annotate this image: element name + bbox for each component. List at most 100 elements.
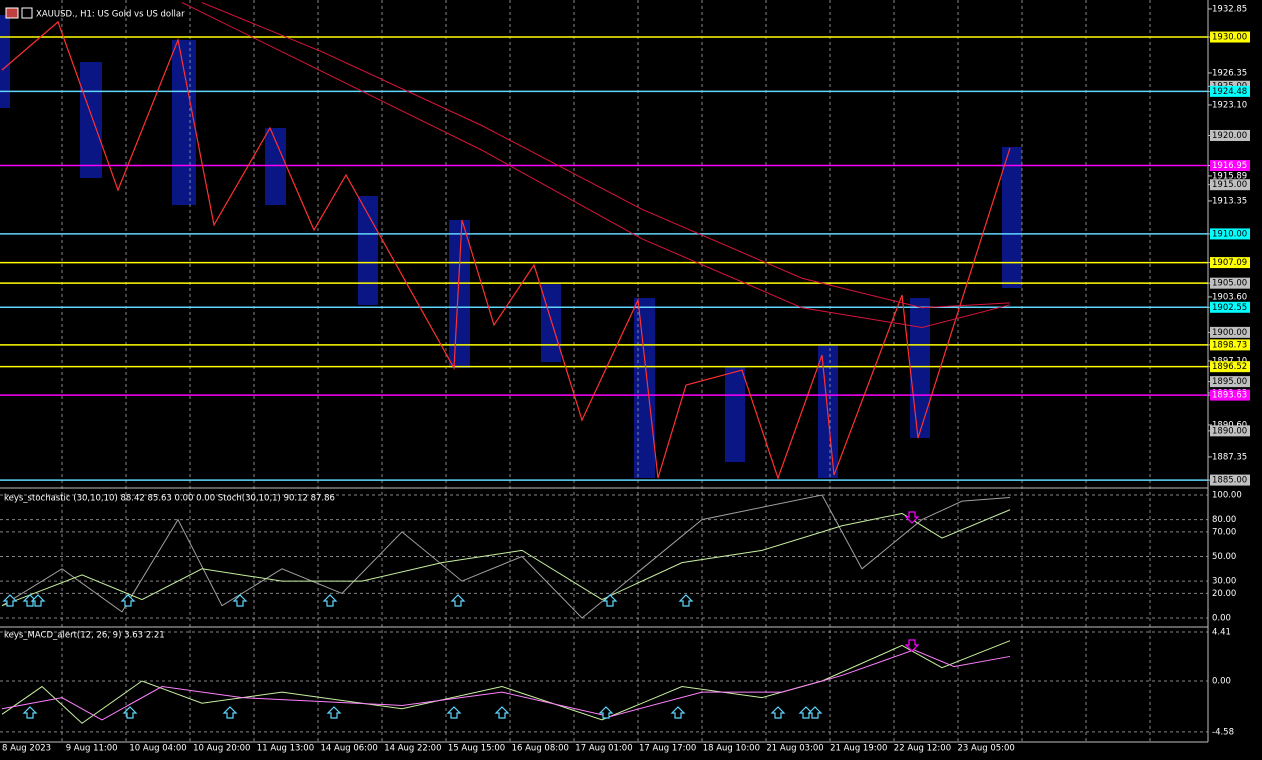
price-label-box xyxy=(1210,361,1250,373)
signal-arrow xyxy=(446,706,462,719)
indicator-line xyxy=(1,649,1011,721)
stochastic-title: keys_stochastic (30,10,10) 88.42 85.63 0… xyxy=(4,494,335,504)
signal-arrow xyxy=(598,706,614,719)
price-label-box xyxy=(1210,425,1250,437)
axis-label: 1926.35 xyxy=(1212,68,1247,78)
axis-label: 1893.63 xyxy=(1212,391,1247,401)
time-label: 18 Aug 10:00 xyxy=(703,744,760,754)
signal-arrow xyxy=(222,706,238,719)
price-label-box xyxy=(1210,339,1250,351)
indicator-line xyxy=(1,20,1011,480)
axis-label: 4.41 xyxy=(1212,628,1231,638)
indicator-line xyxy=(1,494,1011,619)
signal-box xyxy=(1002,147,1022,288)
time-label: 8 Aug 2023 xyxy=(2,744,51,754)
signal-arrow xyxy=(678,594,694,607)
indicator-line xyxy=(181,2,1011,328)
axis-label: 1902.55 xyxy=(1212,303,1247,313)
price-label-box xyxy=(1210,257,1250,269)
time-label: 11 Aug 13:00 xyxy=(257,744,314,754)
signal-box xyxy=(541,283,561,362)
axis-label: 1913.35 xyxy=(1212,196,1247,206)
axis-label: 70.00 xyxy=(1212,527,1236,537)
axis-label: 0.00 xyxy=(1212,677,1231,687)
time-label: 10 Aug 20:00 xyxy=(193,744,250,754)
signal-box xyxy=(634,298,655,478)
price-label-box xyxy=(1210,277,1250,289)
signal-box xyxy=(0,15,10,108)
signal-arrow xyxy=(904,639,920,652)
time-label: 21 Aug 03:00 xyxy=(766,744,823,754)
axis-label: 1910.00 xyxy=(1212,229,1247,239)
time-label: 23 Aug 05:00 xyxy=(958,744,1015,754)
signal-box xyxy=(358,196,378,305)
time-label: 16 Aug 08:00 xyxy=(512,744,569,754)
price-label-box xyxy=(1210,301,1250,313)
time-label: 9 Aug 11:00 xyxy=(66,744,118,754)
time-label: 14 Aug 22:00 xyxy=(384,744,441,754)
signal-arrow xyxy=(2,594,18,607)
signal-arrow xyxy=(798,706,814,719)
axis-label: 1915.00 xyxy=(1212,180,1247,190)
price-label-box xyxy=(1210,179,1250,191)
signal-arrow xyxy=(904,511,920,524)
signal-arrow xyxy=(30,594,46,607)
symbol-icon[interactable] xyxy=(5,7,19,19)
chart-icon[interactable] xyxy=(21,7,33,19)
axis-label: 20.00 xyxy=(1212,589,1236,599)
price-label-box xyxy=(1210,389,1250,401)
axis-label: 1920.00 xyxy=(1212,131,1247,141)
axis-label: 1932.85 xyxy=(1212,4,1247,14)
price-label-box xyxy=(1210,129,1250,141)
time-label: 17 Aug 17:00 xyxy=(639,744,696,754)
axis-label: 80.00 xyxy=(1212,515,1236,525)
signal-box xyxy=(172,40,196,205)
axis-label: 1915.89 xyxy=(1212,171,1247,181)
axis-label: 30.00 xyxy=(1212,577,1236,587)
axis-label: 1930.00 xyxy=(1212,33,1247,43)
indicator-line xyxy=(1,640,1011,724)
price-label-box xyxy=(1210,326,1250,338)
symbol-title: XAUUSD., H1: US Gold vs US dollar xyxy=(36,10,185,20)
axis-label: 1887.35 xyxy=(1212,452,1247,462)
axis-label: 1924.48 xyxy=(1212,87,1247,97)
time-label: 22 Aug 12:00 xyxy=(894,744,951,754)
time-label: 17 Aug 01:00 xyxy=(575,744,632,754)
axis-label: 1923.10 xyxy=(1212,100,1247,110)
axis-label: 1907.09 xyxy=(1212,258,1247,268)
axis-label: 1916.95 xyxy=(1212,161,1247,171)
axis-label: 0.00 xyxy=(1212,614,1231,624)
axis-label: 1896.52 xyxy=(1212,362,1247,372)
signal-arrow xyxy=(232,594,248,607)
time-label: 21 Aug 19:00 xyxy=(830,744,887,754)
signal-arrow xyxy=(770,706,786,719)
axis-label: 50.00 xyxy=(1212,552,1236,562)
price-label-box xyxy=(1210,85,1250,97)
signal-arrow xyxy=(450,594,466,607)
signal-box xyxy=(910,298,930,438)
axis-label: 1890.00 xyxy=(1212,426,1247,436)
indicator-line xyxy=(1,509,1011,607)
signal-arrow xyxy=(494,706,510,719)
signal-arrow xyxy=(122,706,138,719)
signal-box xyxy=(725,366,745,462)
signal-arrow xyxy=(807,706,823,719)
signal-arrow xyxy=(120,594,136,607)
price-label-box xyxy=(1210,376,1250,388)
axis-label: 100.00 xyxy=(1212,491,1242,501)
price-label-box xyxy=(1210,160,1250,172)
signal-arrow xyxy=(602,594,618,607)
signal-arrow xyxy=(326,706,342,719)
price-label-box xyxy=(1210,31,1250,43)
signal-box xyxy=(449,220,470,368)
axis-label: 1885.00 xyxy=(1212,476,1247,486)
signal-box xyxy=(265,128,286,205)
signal-arrow xyxy=(22,594,38,607)
signal-arrow xyxy=(22,706,38,719)
axis-label: 1898.73 xyxy=(1212,340,1247,350)
time-label: 15 Aug 15:00 xyxy=(448,744,505,754)
axis-label: 1905.00 xyxy=(1212,279,1247,289)
macd-title: keys_MACD_alert(12, 26, 9) 3.63 2.21 xyxy=(4,631,165,641)
